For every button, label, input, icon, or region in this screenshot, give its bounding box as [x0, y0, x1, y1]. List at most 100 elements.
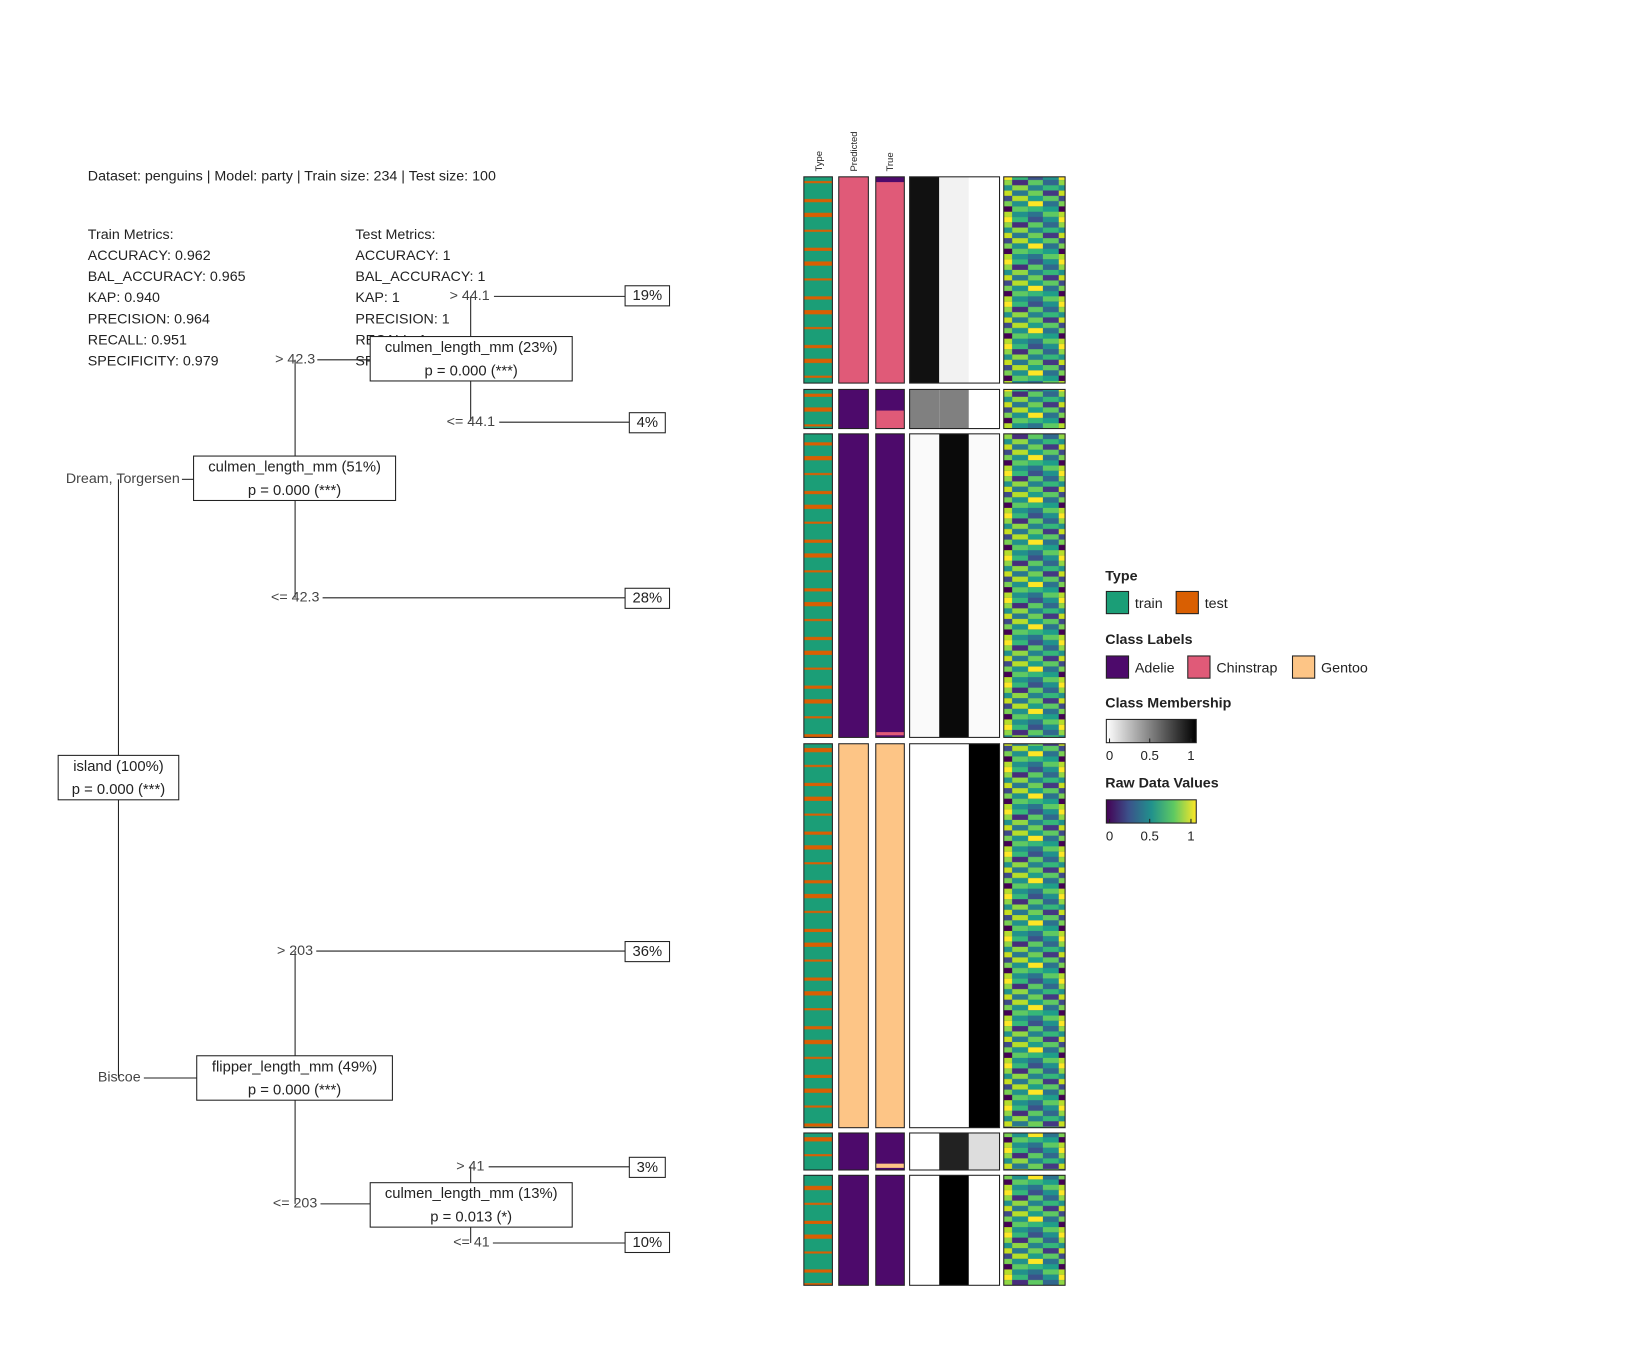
membership-cell — [939, 743, 969, 1128]
legend-title: Class Labels — [1105, 632, 1192, 648]
raw-cell — [1003, 1174, 1066, 1286]
legend-label: test — [1205, 596, 1228, 612]
true-border — [875, 743, 905, 1129]
raw-cell — [1003, 433, 1066, 738]
leaf-label: 36% — [632, 944, 662, 960]
raw-cell — [1003, 388, 1066, 430]
metric-line: KAP: 1 — [355, 290, 399, 306]
edge-label: <= 42.3 — [271, 590, 319, 606]
edge-label: Biscoe — [98, 1070, 141, 1086]
edge-label: Dream, Torgersen — [66, 471, 180, 487]
membership-cell — [939, 389, 969, 429]
true-border — [875, 388, 905, 430]
membership-cell — [968, 389, 1000, 429]
column-label: Type — [814, 151, 825, 172]
metric-line: KAP: 0.940 — [88, 290, 160, 306]
metrics-title: Test Metrics: — [355, 227, 435, 243]
true-border — [875, 433, 905, 738]
tree-node — [369, 336, 573, 382]
membership-cell — [968, 1175, 1000, 1286]
legend-title: Class Membership — [1105, 695, 1231, 711]
membership-cell — [909, 1132, 940, 1170]
leaf-box — [624, 1231, 671, 1254]
membership-cell — [909, 176, 940, 384]
membership-cell — [909, 389, 940, 429]
edge-label: > 203 — [277, 943, 313, 959]
metric-line: ACCURACY: 1 — [355, 248, 450, 264]
predicted-cell — [838, 1174, 869, 1286]
true-cell — [875, 410, 905, 429]
leaf-label: 10% — [632, 1235, 662, 1251]
legend-swatch — [1291, 655, 1316, 679]
type-cell — [803, 388, 833, 430]
edge-label: > 42.3 — [275, 352, 315, 368]
color-bar-label: 1 — [1187, 828, 1194, 843]
node-label: flipper_length_mm (49%) — [212, 1059, 377, 1075]
metric-line: BAL_ACCURACY: 0.965 — [88, 269, 246, 285]
membership-cell — [939, 176, 969, 384]
leaf-box — [628, 1156, 666, 1178]
leaf-box — [624, 587, 671, 609]
predicted-cell — [838, 433, 869, 738]
membership-cell — [968, 743, 1000, 1128]
metric-line: SPECIFICITY: 0.979 — [88, 354, 219, 370]
membership-cell — [909, 433, 940, 738]
metric-line: PRECISION: 0.964 — [88, 311, 210, 327]
column-label: True — [885, 152, 896, 171]
legend-title: Type — [1105, 568, 1137, 584]
type-cell — [803, 1174, 833, 1286]
leaf-label: 3% — [637, 1160, 658, 1176]
header-title: Dataset: penguins | Model: party | Train… — [88, 169, 496, 185]
membership-border — [909, 176, 1001, 384]
true-cell — [875, 433, 905, 738]
type-cell — [803, 1132, 833, 1171]
column-label: Predicted — [849, 131, 860, 171]
membership-cell — [968, 1132, 1000, 1170]
color-bar-label: 0 — [1106, 748, 1113, 763]
membership-cell — [909, 1175, 940, 1286]
tree-node — [196, 1055, 393, 1101]
true-cell — [875, 1163, 905, 1168]
edge-label: <= 203 — [273, 1196, 317, 1212]
node-label: island (100%) — [73, 759, 164, 775]
membership-border — [909, 433, 1001, 738]
color-bar — [1105, 718, 1197, 744]
legend-swatch — [1105, 655, 1130, 679]
leaf-box — [628, 412, 666, 434]
true-border — [875, 176, 905, 384]
edge-label: > 44.1 — [450, 288, 490, 304]
legend-label: Adelie — [1135, 660, 1175, 676]
membership-cell — [968, 433, 1000, 738]
node-p-value: p = 0.000 (***) — [248, 483, 341, 499]
true-border — [875, 1132, 905, 1171]
metric-line: PRECISION: 1 — [355, 311, 449, 327]
leaf-label: 19% — [632, 288, 662, 304]
metrics-title: Train Metrics: — [88, 227, 174, 243]
legend-title: Raw Data Values — [1105, 776, 1218, 792]
true-border — [875, 1174, 905, 1286]
tree-node — [57, 754, 180, 801]
raw-cell — [1003, 743, 1066, 1129]
node-p-value: p = 0.013 (*) — [430, 1210, 512, 1226]
predicted-cell — [838, 388, 869, 430]
legend-swatch — [1175, 590, 1199, 615]
tree-node — [193, 455, 397, 502]
predicted-cell — [838, 1132, 869, 1171]
metric-line: ACCURACY: 0.962 — [88, 248, 211, 264]
membership-border — [909, 388, 1001, 430]
predicted-cell — [838, 176, 869, 384]
node-p-value: p = 0.000 (***) — [248, 1083, 341, 1099]
node-label: culmen_length_mm (51%) — [208, 460, 381, 476]
leaf-box — [624, 941, 671, 963]
node-p-value: p = 0.000 (***) — [425, 363, 518, 379]
true-cell — [875, 176, 905, 384]
type-cell — [803, 743, 833, 1129]
raw-cell — [1003, 1132, 1066, 1171]
predicted-cell — [838, 743, 869, 1129]
edge-label: <= 41 — [453, 1235, 490, 1251]
node-p-value: p = 0.000 (***) — [72, 782, 165, 798]
true-cell — [875, 732, 905, 736]
legend-swatch — [1187, 655, 1211, 679]
color-bar — [1105, 799, 1197, 824]
